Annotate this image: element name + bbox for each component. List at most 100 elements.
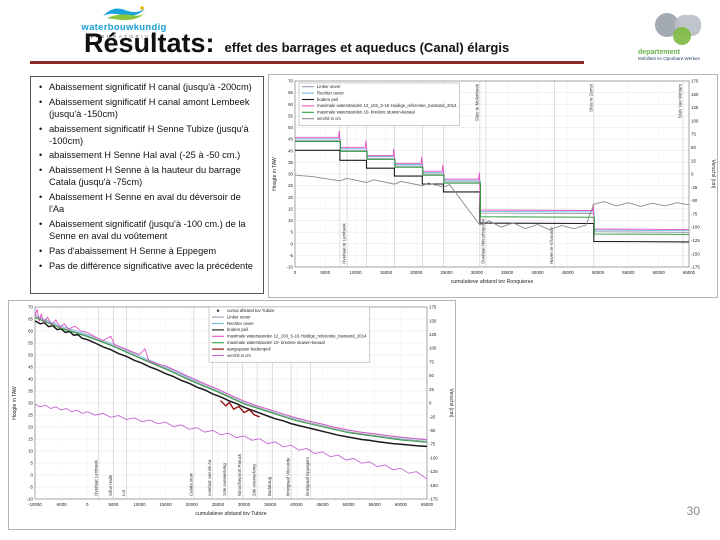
svg-text:aangepaste bodempeil: aangepaste bodempeil [227,346,271,351]
svg-text:25: 25 [429,387,434,392]
slide-title: Résultats: [84,28,215,58]
svg-text:15: 15 [28,437,33,442]
svg-text:Lot: Lot [121,489,126,496]
svg-text:1ste overwelving: 1ste overwelving [222,463,227,496]
department-logo-line2: Mobiliteit en Openbare Werken [638,56,700,61]
svg-text:Sluis te Zemst: Sluis te Zemst [588,83,593,112]
svg-text:45000: 45000 [316,502,329,507]
svg-text:30: 30 [288,172,293,177]
svg-text:60000: 60000 [653,270,666,275]
svg-text:55: 55 [288,113,293,118]
svg-text:45000: 45000 [562,270,575,275]
svg-text:maximale waterstanden 12_103_S: maximale waterstanden 12_103_S-16 Huidig… [317,103,457,108]
svg-text:65: 65 [288,90,293,95]
svg-text:Linker oever: Linker oever [227,314,251,319]
svg-text:30000: 30000 [471,270,484,275]
svg-text:Budabrug: Budabrug [267,476,272,496]
svg-text:0: 0 [86,502,89,507]
bullet-item: Abaissement significatif (jusqu'à -100 c… [39,219,257,243]
svg-text:Ninoofsepoort Paruck: Ninoofsepoort Paruck [237,453,242,496]
bullet-item: abaissement H Senne Hal aval (-25 à -50 … [39,150,257,162]
svg-text:verchil in cm: verchil in cm [317,116,341,121]
svg-text:-75: -75 [429,442,436,447]
svg-text:-5: -5 [289,253,293,258]
svg-text:15000: 15000 [160,502,173,507]
svg-text:-50: -50 [429,428,436,433]
svg-text:-175: -175 [691,265,700,270]
svg-text:70: 70 [28,305,33,310]
svg-text:-25: -25 [691,185,698,190]
svg-text:65: 65 [28,317,33,322]
svg-text:-100: -100 [429,455,438,460]
svg-text:5000: 5000 [109,502,119,507]
waterbouwkundig-logo: waterbouwkundig LABORATORIUM [74,4,174,39]
waterbouwkundig-logo-subname: LABORATORIUM [90,34,158,39]
svg-text:15000: 15000 [380,270,393,275]
svg-text:-10: -10 [287,265,294,270]
svg-text:Overlaat te Lembeek: Overlaat te Lembeek [342,222,347,264]
bullet-item: Abaissement significatif H canal amont L… [39,97,257,121]
svg-text:20000: 20000 [186,502,199,507]
svg-text:Sluis te Molenbeek: Sluis te Molenbeek [474,83,479,121]
svg-text:Rechter oever: Rechter oever [227,321,255,326]
svg-text:cumul afstand tov Tubize: cumul afstand tov Tubize [227,308,275,313]
svg-text:Hoogte m TAW: Hoogte m TAW [12,386,18,420]
svg-text:Hoogte m TAW: Hoogte m TAW [272,157,278,191]
svg-text:5: 5 [291,230,294,235]
bullet-item: Pas d'abaissement H Senne à Eppegem [39,246,257,258]
svg-text:40: 40 [288,148,293,153]
svg-text:55: 55 [28,341,33,346]
svg-text:25: 25 [288,183,293,188]
svg-text:maximale waterstanden 12_103_S: maximale waterstanden 12_103_S-16 Huidig… [227,334,367,339]
svg-text:70: 70 [288,79,293,84]
svg-text:-25: -25 [429,414,436,419]
bullet-item: abaissement significatif H Senne Tubize … [39,124,257,148]
svg-text:35: 35 [28,389,33,394]
svg-text:5000: 5000 [320,270,330,275]
chart-bottom: Overlaat Lembeek Sifon Halle Lot Catala stu… [8,300,456,530]
svg-text:20: 20 [288,195,293,200]
svg-text:-125: -125 [691,238,700,243]
svg-text:125: 125 [429,332,437,337]
slide-header: Résultats: effet des barrages et aqueduc… [84,28,509,59]
svg-text:50: 50 [288,125,293,130]
svg-text:35000: 35000 [264,502,277,507]
waterbouwkundig-logo-icon [103,6,145,21]
svg-text:75: 75 [429,359,434,364]
bullet-item: Abaissement H Senne en aval du déversoir… [39,192,257,216]
svg-text:Verschil (cm): Verschil (cm) [710,160,716,189]
svg-text:65000: 65000 [421,502,434,507]
svg-text:60: 60 [288,102,293,107]
svg-text:-125: -125 [429,469,438,474]
svg-text:35000: 35000 [501,270,514,275]
svg-text:Verschil (cm): Verschil (cm) [448,389,454,418]
department-logo-line1: departement [638,49,681,56]
svg-text:cumulatieve afstand tov Tubize: cumulatieve afstand tov Tubize [195,511,266,517]
svg-text:50000: 50000 [342,502,355,507]
svg-text:maximale waterstanden 10- bred: maximale waterstanden 10- bredere stuwen… [317,110,415,115]
svg-text:60: 60 [28,329,33,334]
svg-text:Sifon Halle: Sifon Halle [108,474,113,496]
svg-text:15: 15 [288,206,293,211]
svg-text:-175: -175 [429,497,438,502]
chart-top: Sluis te LembeekSluis te HalleSluis te L… [268,74,718,298]
title-rule [30,61,584,64]
svg-text:10000: 10000 [133,502,146,507]
svg-text:50: 50 [28,353,33,358]
svg-text:Catala stuw: Catala stuw [188,472,193,496]
svg-text:0: 0 [31,473,34,478]
bullet-item: Pas de différence significative avec la … [39,261,257,273]
svg-text:0: 0 [291,241,294,246]
bullet-item: Abaissement significatif H canal (jusqu'… [39,82,257,94]
svg-text:-10: -10 [27,497,34,502]
svg-text:Overlaat Ninoofsepoort: Overlaat Ninoofsepoort [480,218,485,264]
bullet-list: Abaissement significatif H canal (jusqu'… [37,82,257,272]
svg-text:-50: -50 [691,198,698,203]
svg-text:10: 10 [28,449,33,454]
bullet-item: Abaissement H Senne à la hauteur du barr… [39,165,257,189]
svg-text:30: 30 [28,401,33,406]
svg-text:verchil in cm: verchil in cm [227,353,251,358]
svg-text:75: 75 [691,132,696,137]
svg-text:45: 45 [288,137,293,142]
